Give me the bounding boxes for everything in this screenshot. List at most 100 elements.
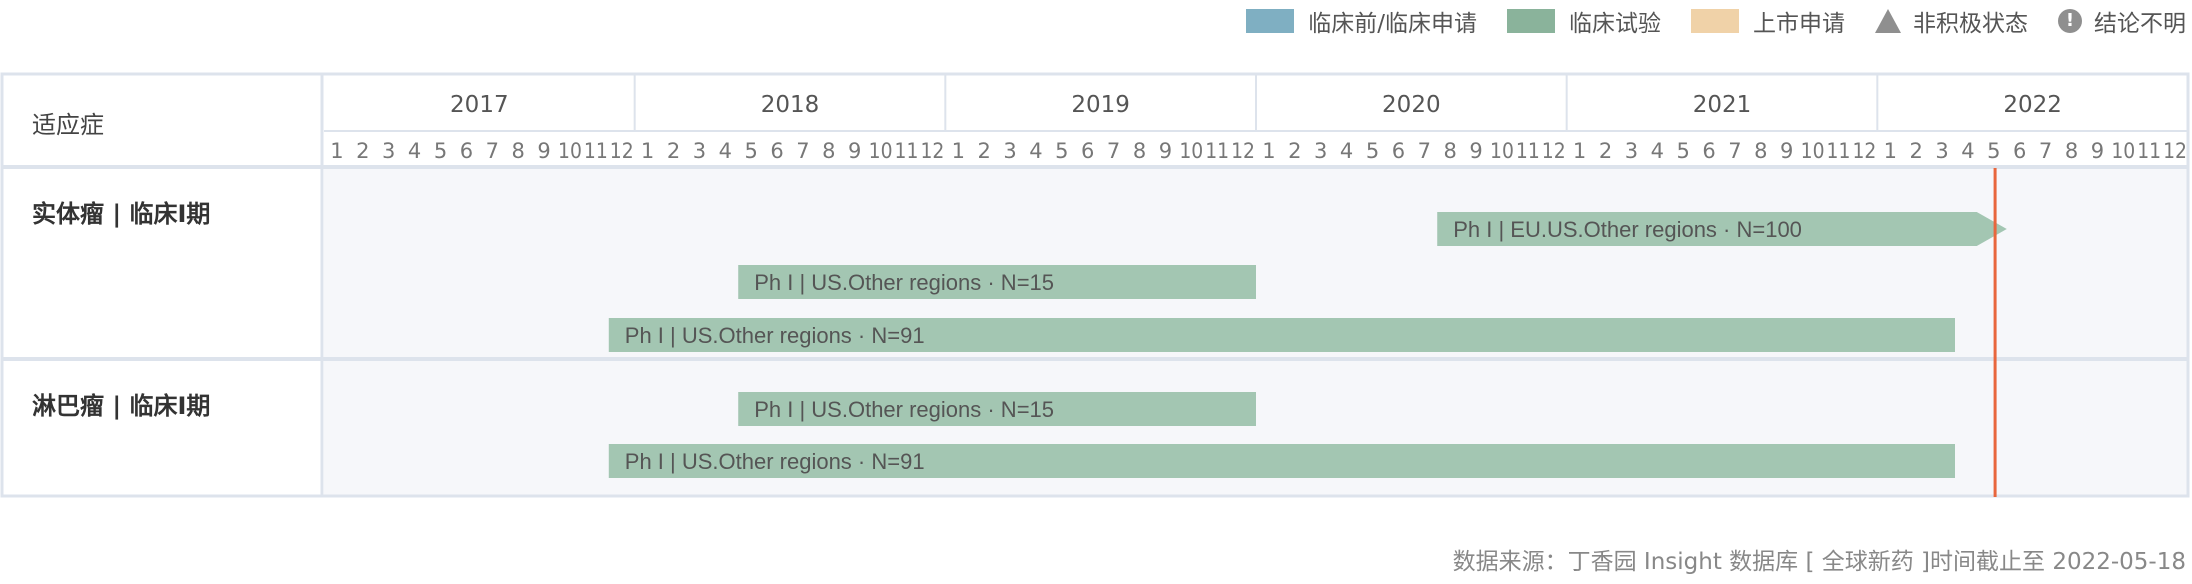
month-label: 9 — [848, 139, 861, 163]
trial-bar[interactable]: Ph I | US.Other regions · N=15 — [738, 265, 1256, 299]
column-header-indication: 适应症 — [32, 111, 104, 139]
month-label: 2 — [667, 139, 680, 163]
month-label: 7 — [796, 139, 809, 163]
month-label: 2 — [1288, 139, 1301, 163]
month-label: 10 — [558, 139, 582, 163]
month-label: 10 — [1490, 139, 1514, 163]
month-label: 7 — [1418, 139, 1431, 163]
trial-bar[interactable]: Ph I | EU.US.Other regions · N=100 — [1437, 212, 2007, 246]
legend-item[interactable]: 临床前/临床申请 — [1246, 4, 1477, 38]
trial-bar[interactable]: Ph I | US.Other regions · N=91 — [608, 444, 1955, 478]
month-label: 12 — [2163, 139, 2187, 163]
month-label: 1 — [1884, 139, 1897, 163]
month-label: 6 — [1392, 139, 1405, 163]
month-label: 11 — [1827, 139, 1851, 163]
trial-bar[interactable]: Ph I | US.Other regions · N=91 — [608, 318, 1955, 352]
month-label: 8 — [511, 139, 524, 163]
month-label: 3 — [693, 139, 706, 163]
month-label: 5 — [744, 139, 757, 163]
month-label: 5 — [434, 139, 447, 163]
month-label: 6 — [460, 139, 473, 163]
month-label: 3 — [1314, 139, 1327, 163]
month-label: 9 — [537, 139, 550, 163]
month-label: 3 — [1003, 139, 1016, 163]
month-label: 2 — [356, 139, 369, 163]
month-label: 10 — [1179, 139, 1203, 163]
month-label: 9 — [2091, 139, 2104, 163]
month-label: 9 — [1159, 139, 1172, 163]
month-label: 3 — [1625, 139, 1638, 163]
trial-bar[interactable]: Ph I | US.Other regions · N=15 — [738, 392, 1256, 426]
month-label: 11 — [895, 139, 919, 163]
month-label: 4 — [1340, 139, 1353, 163]
month-label: 1 — [641, 139, 654, 163]
trial-bar-shape — [608, 318, 1955, 352]
trial-bar-shape — [738, 265, 1256, 299]
legend-label: 临床试验 — [1569, 11, 1661, 37]
legend-label: 非积极状态 — [1913, 11, 2028, 37]
legend-item[interactable]: 临床试验 — [1507, 4, 1661, 38]
chart-legend: 临床前/临床申请 临床试验 上市申请 非积极状态 ! 结论不明 — [1216, 4, 2186, 38]
month-label: 1 — [330, 139, 343, 163]
month-label: 5 — [1987, 139, 2000, 163]
month-label: 8 — [1133, 139, 1146, 163]
legend-item[interactable]: 非积极状态 — [1875, 4, 2028, 38]
legend-label: 临床前/临床申请 — [1308, 11, 1477, 37]
month-label: 8 — [822, 139, 835, 163]
month-label: 6 — [2013, 139, 2026, 163]
month-label: 8 — [2065, 139, 2078, 163]
month-label: 7 — [486, 139, 499, 163]
month-label: 5 — [1366, 139, 1379, 163]
trial-bar-label: Ph I | US.Other regions · N=91 — [625, 449, 925, 474]
legend-item[interactable]: 上市申请 — [1691, 4, 1845, 38]
month-label: 3 — [1935, 139, 1948, 163]
legend-label: 结论不明 — [2094, 11, 2186, 37]
month-label: 10 — [1801, 139, 1825, 163]
month-label: 2 — [1909, 139, 1922, 163]
month-label: 12 — [1852, 139, 1876, 163]
trial-bar-label: Ph I | EU.US.Other regions · N=100 — [1453, 217, 1802, 242]
month-label: 12 — [610, 139, 634, 163]
month-label: 10 — [869, 139, 893, 163]
month-label: 7 — [1728, 139, 1741, 163]
year-label: 2018 — [761, 92, 820, 118]
legend-item[interactable]: ! 结论不明 — [2058, 4, 2186, 38]
month-label: 12 — [1231, 139, 1255, 163]
trial-bar-label: Ph I | US.Other regions · N=15 — [754, 270, 1054, 295]
year-label: 2019 — [1071, 92, 1130, 118]
trial-bar-shape — [608, 444, 1955, 478]
month-label: 2 — [1599, 139, 1612, 163]
year-label: 2017 — [450, 92, 509, 118]
month-label: 4 — [719, 139, 732, 163]
month-label: 11 — [584, 139, 608, 163]
trial-bar-label: Ph I | US.Other regions · N=91 — [625, 323, 925, 348]
legend-swatch — [1246, 9, 1295, 33]
month-label: 11 — [2137, 139, 2161, 163]
month-label: 7 — [1107, 139, 1120, 163]
row-label: 实体瘤 | 临床I期 — [32, 200, 211, 228]
year-label: 2022 — [2003, 92, 2062, 118]
month-label: 5 — [1676, 139, 1689, 163]
trial-bar-label: Ph I | US.Other regions · N=15 — [754, 397, 1054, 422]
month-label: 1 — [1573, 139, 1586, 163]
data-source-footer: 数据来源：丁香园 Insight 数据库 [ 全球新药 ]时间截止至 2022-… — [1452, 549, 2186, 575]
chart-frame — [0, 72, 2190, 498]
trial-bar-shape — [738, 392, 1256, 426]
month-label: 4 — [1651, 139, 1664, 163]
month-label: 4 — [408, 139, 421, 163]
month-label: 1 — [952, 139, 965, 163]
legend-swatch — [1691, 9, 1739, 33]
month-label: 1 — [1262, 139, 1275, 163]
month-label: 2 — [977, 139, 990, 163]
month-label: 8 — [1754, 139, 1767, 163]
month-label: 10 — [2111, 139, 2135, 163]
gantt-chart: 2017 1 2 3 4 5 6 7 8 9 10 11 12 2018 1 2 3 4 5 6 7 8 9 10 11 12 20… — [0, 72, 2192, 500]
legend-label: 上市申请 — [1753, 11, 1845, 37]
month-label: 9 — [1780, 139, 1793, 163]
month-label: 12 — [1542, 139, 1566, 163]
triangle-icon — [1875, 9, 1901, 33]
year-label: 2021 — [1693, 92, 1752, 118]
month-label: 12 — [920, 139, 944, 163]
month-label: 6 — [1081, 139, 1094, 163]
